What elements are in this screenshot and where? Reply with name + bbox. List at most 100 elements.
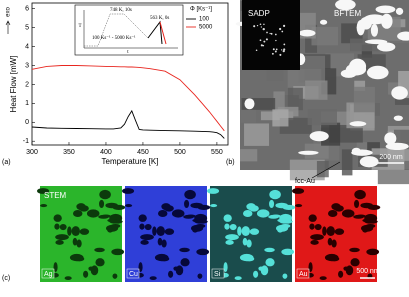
phase-blob xyxy=(140,239,149,245)
diffraction-spot xyxy=(281,30,284,33)
phase-blob xyxy=(326,226,335,237)
phase-blob xyxy=(319,276,327,281)
phase-blob xyxy=(366,248,380,256)
phase-blob xyxy=(322,226,327,236)
image-label: BFTEM xyxy=(334,9,361,18)
grain xyxy=(240,149,258,162)
y-tick-label: -1 xyxy=(23,138,29,145)
phase-blob xyxy=(105,202,118,209)
grain xyxy=(305,24,318,53)
phase-blob xyxy=(295,204,303,208)
legend-label: 100 xyxy=(199,17,210,23)
phase-blob xyxy=(168,270,174,278)
grain xyxy=(273,91,285,115)
phase-blob xyxy=(277,226,284,233)
au-particle xyxy=(370,24,379,37)
grain xyxy=(341,149,353,176)
y-tick-label: 0 xyxy=(25,119,29,126)
x-axis-label: Temperature [K] xyxy=(102,157,159,166)
phase-blob xyxy=(308,262,313,273)
phase-blob xyxy=(345,265,354,276)
phase-blob xyxy=(246,239,252,248)
phase-blob xyxy=(224,223,230,230)
au-particle xyxy=(366,65,389,80)
phase-blob xyxy=(79,228,90,235)
diffraction-spot xyxy=(255,49,258,52)
element-label: Ag xyxy=(44,271,53,278)
phase-blob xyxy=(140,234,154,241)
phase-blob xyxy=(139,223,145,230)
grain xyxy=(289,159,325,181)
element-tag xyxy=(211,268,225,279)
x-tick-label: 400 xyxy=(100,149,112,156)
phase-blob xyxy=(184,199,190,209)
phase-blob xyxy=(329,256,340,262)
inset-label: t xyxy=(127,50,129,55)
phase-blob xyxy=(275,202,288,209)
inset-profile xyxy=(84,13,149,47)
inset-label: 100 Ks⁻¹ - 5000 Ks⁻¹ xyxy=(92,35,136,41)
phase-blob xyxy=(138,262,143,273)
phase-blob xyxy=(256,209,270,218)
phase-blob xyxy=(243,209,253,218)
y-note: exo xyxy=(6,7,12,17)
au-particle xyxy=(298,29,316,37)
au-particle xyxy=(298,150,319,155)
diffraction-spot xyxy=(265,38,268,41)
phase-blob xyxy=(138,214,147,222)
au-particle xyxy=(319,19,328,25)
phase-blob xyxy=(328,209,338,218)
phase-blob xyxy=(159,256,170,262)
diffraction-spot xyxy=(283,48,286,51)
phase-blob xyxy=(122,188,135,194)
pointer xyxy=(311,161,341,179)
phase-blob xyxy=(171,209,185,218)
phase-blob xyxy=(308,214,317,222)
grain xyxy=(304,143,329,159)
phase-blob xyxy=(223,214,232,222)
phase-blob xyxy=(158,209,168,218)
phase-blob xyxy=(334,205,344,212)
legend-title: Φ [Ks⁻¹] xyxy=(190,7,212,13)
au-particle xyxy=(393,115,403,121)
au-particle xyxy=(364,39,388,45)
data-line xyxy=(31,65,225,132)
element-label: Cu xyxy=(129,271,138,278)
grain xyxy=(272,109,289,127)
diffraction-spot xyxy=(262,44,265,47)
diffraction-spot xyxy=(259,23,262,26)
panel-label: (a) xyxy=(2,159,11,166)
au-particle xyxy=(356,19,365,36)
image-label: SADP xyxy=(248,9,270,18)
phase-blob xyxy=(156,226,165,237)
inset-heat-fast xyxy=(159,21,167,45)
phase-blob xyxy=(364,219,378,224)
phase-blob xyxy=(249,228,260,235)
au-particle xyxy=(340,69,357,78)
inset-label: 748 K, 10s xyxy=(110,8,132,13)
diffraction-spot xyxy=(275,48,278,51)
element-tag xyxy=(41,268,55,279)
x-tick-label: 300 xyxy=(26,149,38,156)
x-tick-label: 450 xyxy=(137,149,149,156)
inset-frame xyxy=(74,4,184,56)
phase-blob xyxy=(225,234,239,241)
phase-blob xyxy=(310,234,324,241)
phase-blob xyxy=(354,199,360,209)
phase-blob xyxy=(67,226,72,236)
diffraction-spot xyxy=(282,50,285,53)
y-tick-label: 1 xyxy=(25,100,29,107)
phase-blob xyxy=(55,234,69,241)
au-particle xyxy=(363,14,387,25)
element-label: Au xyxy=(299,271,308,278)
au-particle xyxy=(359,156,379,168)
grain xyxy=(311,26,339,46)
panel-label: (b) xyxy=(226,159,235,166)
element-label: Si xyxy=(214,271,221,278)
phase-blob xyxy=(260,265,269,276)
phase-blob xyxy=(197,273,203,279)
phase-blob xyxy=(164,205,174,212)
phase-blob xyxy=(341,209,355,218)
element-map xyxy=(210,186,292,282)
phase-blob xyxy=(152,226,157,236)
